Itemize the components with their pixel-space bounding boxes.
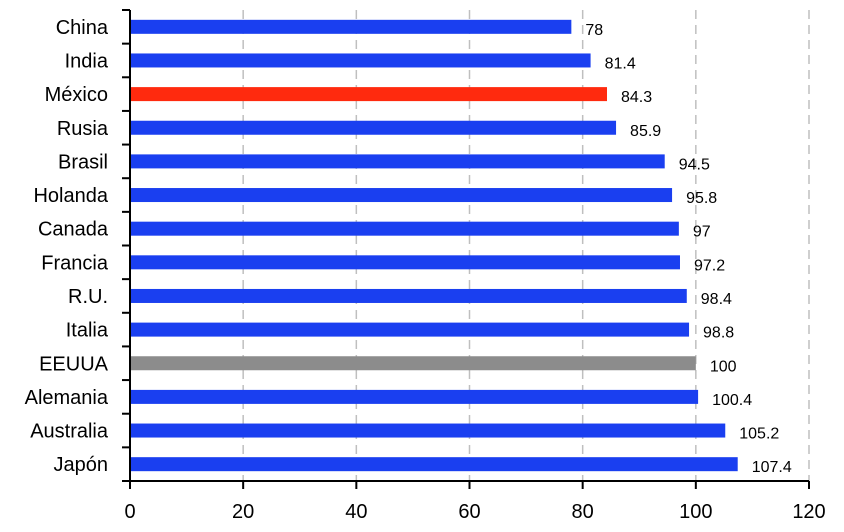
axes xyxy=(122,9,810,489)
category-label-6: Canada xyxy=(38,219,109,241)
category-label-4: Brasil xyxy=(58,151,108,173)
category-label-1: India xyxy=(65,50,109,72)
bar-8 xyxy=(131,288,687,303)
data-label-10: 100 xyxy=(710,358,737,375)
x-tick-label-5: 100 xyxy=(679,501,712,523)
category-label-8: R.U. xyxy=(68,286,108,308)
category-label-3: Rusia xyxy=(57,118,109,140)
data-label-3: 85.9 xyxy=(630,123,661,140)
category-label-13: Japón xyxy=(54,454,109,476)
category-label-9: Italia xyxy=(66,320,109,342)
category-label-10: EEUUA xyxy=(39,353,109,375)
bar-13 xyxy=(131,457,738,472)
data-label-5: 95.8 xyxy=(686,190,717,207)
data-label-6: 97 xyxy=(693,224,711,241)
category-label-12: Australia xyxy=(30,421,109,443)
bar-7 xyxy=(131,255,680,270)
category-label-7: Francia xyxy=(41,252,109,274)
x-tick-label-1: 20 xyxy=(232,501,254,523)
data-label-0: 78 xyxy=(585,22,603,39)
data-label-7: 97.2 xyxy=(694,257,725,274)
data-label-1: 81.4 xyxy=(605,55,636,72)
bar-3 xyxy=(131,120,617,135)
bar-12 xyxy=(131,423,726,438)
data-label-11: 100.4 xyxy=(712,392,752,409)
bar-11 xyxy=(131,389,699,404)
data-label-8: 98.4 xyxy=(701,291,732,308)
category-labels: China India México Rusia Brasil Holanda Canada… xyxy=(25,17,109,476)
category-label-2: México xyxy=(45,84,108,106)
x-tick-label-4: 80 xyxy=(572,501,594,523)
bar-5 xyxy=(131,188,673,203)
grid-lines xyxy=(242,10,810,481)
bar-9 xyxy=(131,322,690,337)
bar-0 xyxy=(131,19,572,34)
bar-6 xyxy=(131,221,679,236)
bar-1 xyxy=(131,53,591,68)
x-tick-label-2: 40 xyxy=(345,501,367,523)
category-label-0: China xyxy=(56,17,109,39)
category-label-11: Alemania xyxy=(25,387,109,409)
data-label-4: 94.5 xyxy=(679,156,710,173)
bar-4 xyxy=(131,154,665,169)
x-tick-label-0: 0 xyxy=(124,501,135,523)
data-label-9: 98.8 xyxy=(703,325,734,342)
data-label-12: 105.2 xyxy=(739,426,779,443)
tick-labels: 0 20 40 60 80 100 120 xyxy=(124,501,825,523)
x-tick-label-6: 120 xyxy=(792,501,825,523)
category-label-5: Holanda xyxy=(33,185,108,207)
bar-2 xyxy=(131,87,607,102)
bar-10 xyxy=(131,356,696,371)
x-tick-label-3: 60 xyxy=(458,501,480,523)
bars xyxy=(131,19,738,472)
data-label-2: 84.3 xyxy=(621,89,652,106)
data-label-13: 107.4 xyxy=(752,459,792,476)
